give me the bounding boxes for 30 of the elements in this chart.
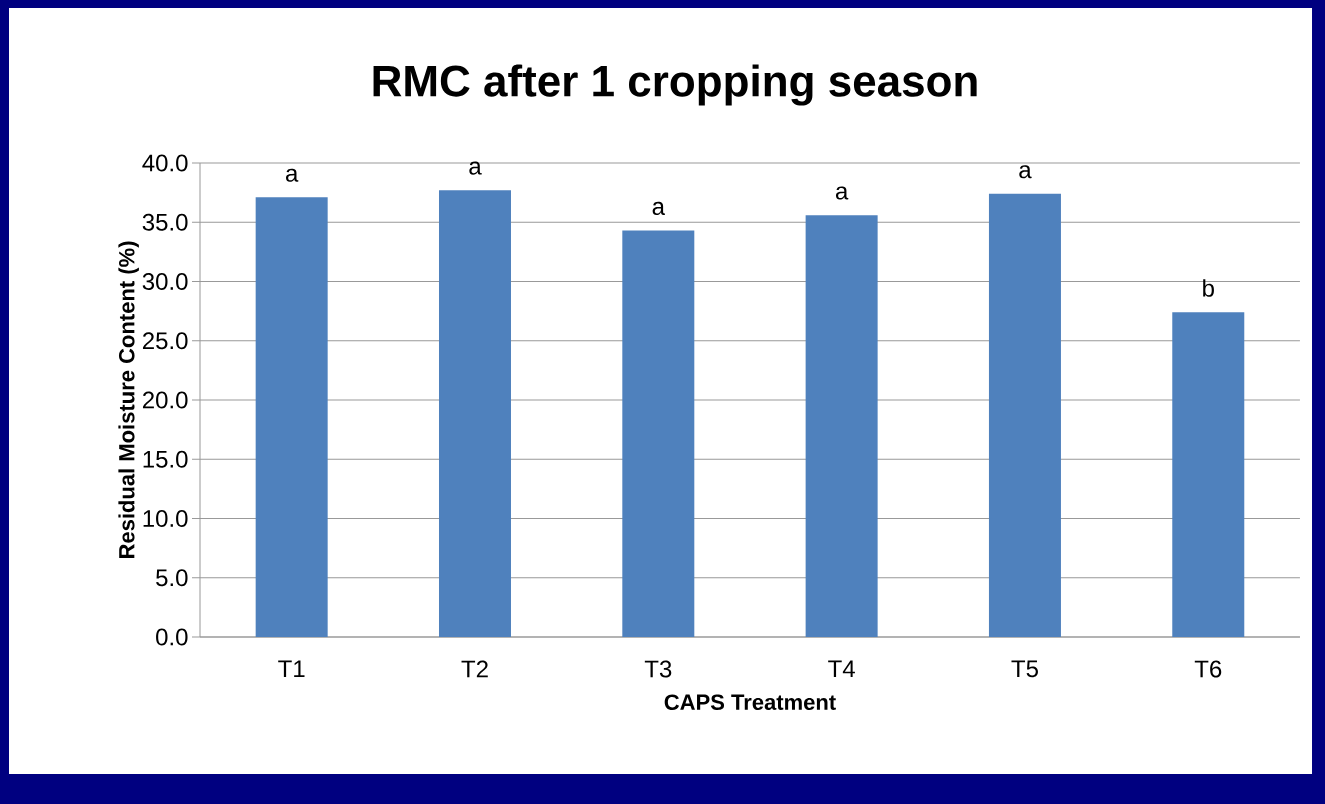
annotation: a xyxy=(286,168,299,182)
bar xyxy=(438,190,511,637)
y-tick-label: 35.0 xyxy=(142,213,188,231)
annotation: a xyxy=(652,201,665,216)
y-axis-title: Residual Moisture Content (%) xyxy=(118,241,139,559)
annotation: b xyxy=(1203,279,1214,297)
x-tick-label: T6 xyxy=(1194,660,1222,678)
y-tick-label: 30.0 xyxy=(142,273,188,290)
bar xyxy=(805,215,878,637)
chart-title: RMC after 1 cropping season xyxy=(373,64,977,106)
annotation: a xyxy=(1019,165,1032,179)
y-tick-label: 0.0 xyxy=(156,628,188,646)
y-tick-label: 15.0 xyxy=(143,450,188,468)
y-tick-label: 25.0 xyxy=(142,332,188,350)
x-tick-label: T1 xyxy=(278,660,305,678)
y-tick-label: 5.0 xyxy=(156,569,188,587)
annotation: a xyxy=(469,161,482,175)
bar xyxy=(1172,312,1245,637)
y-tick-label: 20.0 xyxy=(142,391,188,409)
x-tick-label: T3 xyxy=(644,660,672,678)
y-tick-label: 40.0 xyxy=(142,154,188,172)
x-tick-label: T2 xyxy=(461,660,488,678)
x-axis-title: CAPS Treatment xyxy=(664,694,836,710)
x-tick-label: T4 xyxy=(828,660,855,678)
y-tick-label: 10.0 xyxy=(143,510,188,527)
bar xyxy=(255,197,328,637)
x-tick-label: T5 xyxy=(1011,660,1038,678)
bar xyxy=(988,193,1061,637)
annotation: a xyxy=(835,186,849,200)
bar xyxy=(622,230,695,637)
